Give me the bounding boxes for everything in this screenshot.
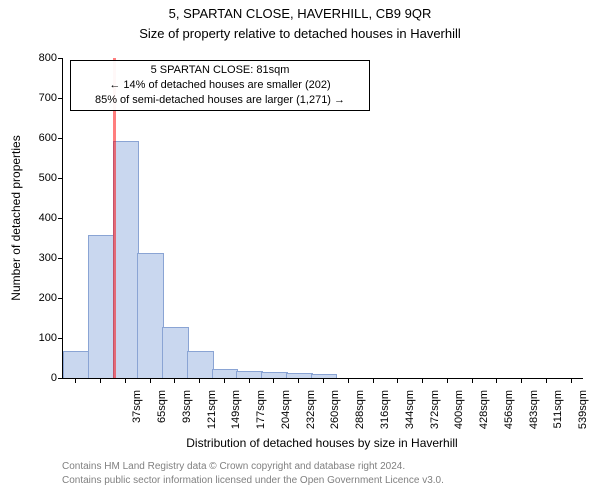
subtitle: Size of property relative to detached ho… bbox=[0, 26, 600, 41]
x-tick-mark bbox=[249, 378, 250, 383]
x-tick-mark bbox=[472, 378, 473, 383]
x-tick-mark bbox=[571, 378, 572, 383]
x-tick-mark bbox=[397, 378, 398, 383]
x-tick-mark bbox=[422, 378, 423, 383]
histogram-bar bbox=[236, 371, 263, 378]
histogram-bar bbox=[162, 327, 189, 378]
x-tick-mark bbox=[125, 378, 126, 383]
footer-line-2: Contains public sector information licen… bbox=[62, 474, 444, 488]
y-tick-mark bbox=[58, 98, 63, 99]
x-tick-mark bbox=[348, 378, 349, 383]
x-tick-mark bbox=[174, 378, 175, 383]
x-tick-mark bbox=[298, 378, 299, 383]
annotation-line-1: 5 SPARTAN CLOSE: 81sqm bbox=[75, 63, 365, 78]
x-tick-mark bbox=[521, 378, 522, 383]
x-tick-mark bbox=[199, 378, 200, 383]
histogram-bar bbox=[187, 351, 214, 378]
y-axis-label: Number of detached properties bbox=[9, 108, 23, 328]
x-axis-label: Distribution of detached houses by size … bbox=[62, 436, 582, 450]
x-tick-mark bbox=[224, 378, 225, 383]
x-tick-mark bbox=[447, 378, 448, 383]
annotation-line-2: ← 14% of detached houses are smaller (20… bbox=[75, 78, 365, 93]
x-tick-mark bbox=[150, 378, 151, 383]
x-tick-mark bbox=[273, 378, 274, 383]
address-title: 5, SPARTAN CLOSE, HAVERHILL, CB9 9QR bbox=[0, 6, 600, 21]
y-tick-mark bbox=[58, 298, 63, 299]
x-tick-mark bbox=[373, 378, 374, 383]
x-tick-mark bbox=[75, 378, 76, 383]
x-tick-mark bbox=[496, 378, 497, 383]
histogram-bar bbox=[113, 141, 140, 378]
histogram-bar bbox=[63, 351, 90, 378]
y-tick-mark bbox=[58, 338, 63, 339]
footer-line-1: Contains HM Land Registry data © Crown c… bbox=[62, 460, 444, 474]
y-tick-mark bbox=[58, 218, 63, 219]
y-tick-mark bbox=[58, 258, 63, 259]
footer: Contains HM Land Registry data © Crown c… bbox=[62, 460, 444, 487]
y-tick-mark bbox=[58, 178, 63, 179]
annotation-line-3: 85% of semi-detached houses are larger (… bbox=[75, 93, 365, 108]
annotation-box: 5 SPARTAN CLOSE: 81sqm ← 14% of detached… bbox=[70, 60, 370, 111]
y-tick-mark bbox=[58, 58, 63, 59]
histogram-bar bbox=[261, 372, 288, 378]
histogram-bar bbox=[212, 369, 239, 378]
y-tick-mark bbox=[58, 138, 63, 139]
histogram-bar bbox=[137, 253, 164, 378]
x-tick-mark bbox=[546, 378, 547, 383]
y-tick-mark bbox=[58, 378, 63, 379]
x-tick-mark bbox=[323, 378, 324, 383]
x-tick-mark bbox=[100, 378, 101, 383]
histogram-bar bbox=[88, 235, 115, 378]
